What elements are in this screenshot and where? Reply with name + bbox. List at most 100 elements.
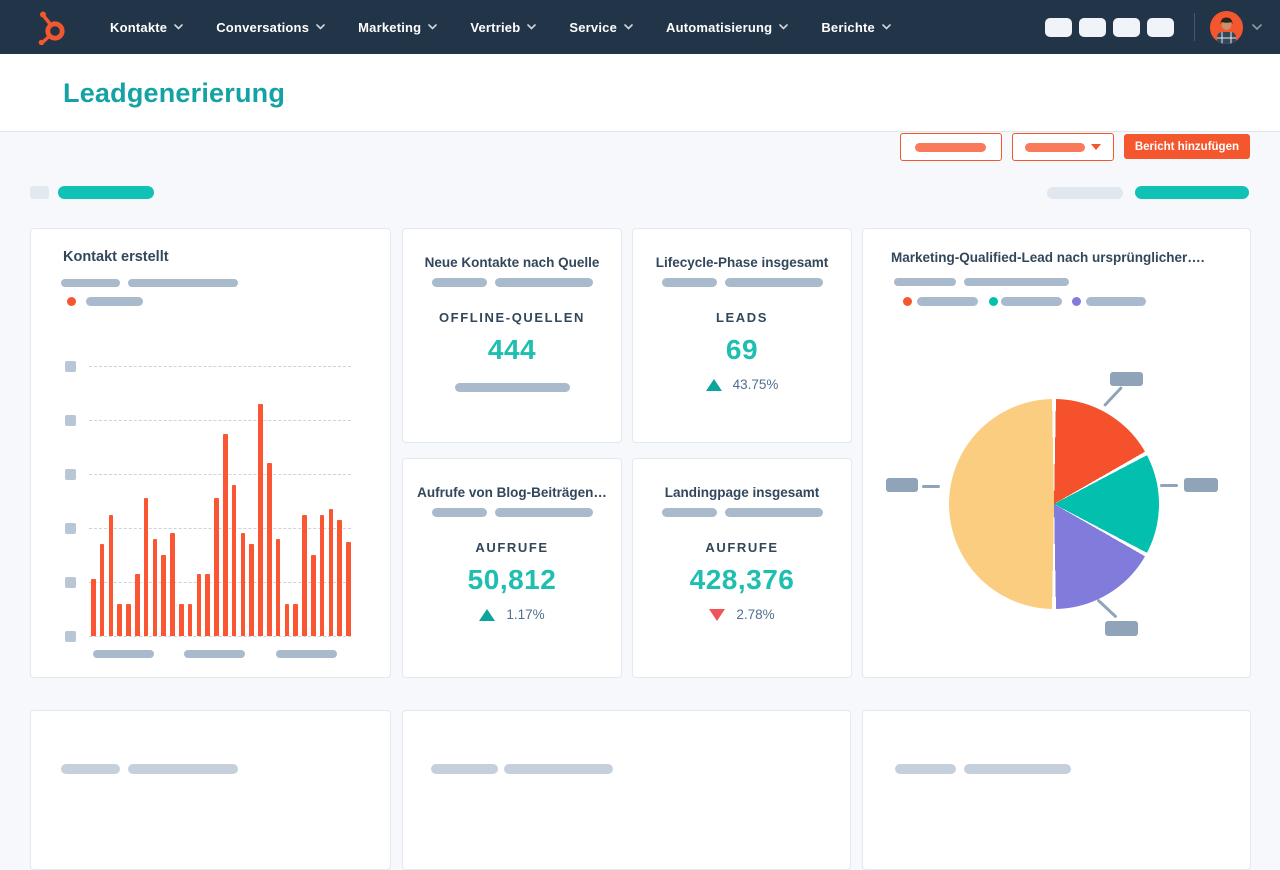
pie-chart[interactable] [949,399,1159,609]
gridline [89,528,351,529]
nav-utilities [1038,10,1262,44]
y-tick-label-placeholder [65,523,76,534]
bar[interactable] [179,603,184,636]
bar-chart[interactable] [65,361,351,642]
nav-tool-placeholder-2[interactable] [1079,17,1106,37]
legend-label-placeholder [917,297,978,306]
bar[interactable] [249,544,254,636]
bar[interactable] [302,514,307,636]
bar[interactable] [143,498,149,636]
report-card-partial [402,710,851,870]
bar[interactable] [337,519,342,636]
metric-label: AUFRUFE [705,540,779,555]
report-title[interactable]: Landingpage insgesamt [664,485,820,500]
chevron-down-icon[interactable] [1252,23,1262,31]
nav-item-automatisierung[interactable]: Automatisierung [666,19,789,35]
subtitle-placeholders [661,508,823,517]
kpi-card-new-contacts: Neue Kontakte nach Quelle OFFLINE-QUELLE… [402,228,622,443]
toolbar-icon-placeholder[interactable] [30,186,49,199]
gridline [89,420,351,421]
delta-indicator: 43.75% [705,377,778,392]
bar[interactable] [284,603,290,636]
bar[interactable] [346,541,351,636]
button-label-placeholder [1024,142,1085,152]
bar[interactable] [196,573,202,636]
bar[interactable] [161,555,166,636]
metric-label: AUFRUFE [475,540,549,555]
bar[interactable] [293,603,298,636]
delta-value: 1.17% [506,607,545,622]
add-report-button[interactable]: Bericht hinzufügen [1123,134,1250,159]
nav-tool-placeholder-3[interactable] [1113,17,1140,37]
legend-label-placeholder [1001,297,1062,306]
bar[interactable] [99,544,105,636]
bar[interactable] [152,538,158,636]
nav-tool-placeholder-4[interactable] [1147,17,1174,37]
nav-item-service[interactable]: Service [569,20,633,35]
subtitle-placeholder [128,764,238,774]
arrow-up-icon [705,378,722,391]
nav-menu: Kontakte Conversations Marketing Vertrie… [110,20,891,35]
report-title[interactable]: Lifecycle-Phase insgesamt [655,255,829,270]
bar[interactable] [205,573,210,636]
kpi-card-lifecycle: Lifecycle-Phase insgesamt LEADS 69 43.75… [632,228,852,443]
report-title[interactable]: Aufrufe von Blog-Beiträgen… [417,485,607,500]
bar-chart-card: Kontakt erstellt [30,228,391,678]
nav-item-label: Conversations [216,19,310,35]
delta-value: 2.78% [736,607,775,622]
nav-item-kontakte[interactable]: Kontakte [110,20,184,35]
arrow-down-icon [709,608,726,621]
bar[interactable] [231,484,237,636]
bar[interactable] [126,603,131,636]
toolbar-placeholder-right-gray[interactable] [1047,187,1123,199]
caret-down-icon [1090,144,1101,150]
dashboard-filter-placeholder-left[interactable] [58,186,154,199]
nav-item-label: Berichte [821,19,875,35]
bar[interactable] [240,533,246,636]
top-navigation: Kontakte Conversations Marketing Vertrie… [0,0,1280,54]
bar[interactable] [223,433,228,636]
legend-dot [903,297,912,306]
nav-item-label: Service [569,19,618,35]
bar[interactable] [170,533,175,636]
pie-callout-placeholder [1105,621,1138,636]
nav-item-berichte[interactable]: Berichte [821,20,891,35]
bar[interactable] [135,573,140,636]
subtitle-placeholder [894,278,956,286]
dashboard-filter-placeholder-right[interactable] [1135,186,1249,199]
hubspot-logo-icon[interactable] [36,9,66,45]
pie-leader-line [922,485,940,488]
button-label-placeholder [915,142,987,152]
bar[interactable] [214,498,219,636]
delta-indicator: 2.78% [709,607,775,622]
bar[interactable] [117,603,122,636]
nav-item-marketing[interactable]: Marketing [358,20,438,35]
bar[interactable] [311,555,316,636]
bar[interactable] [108,514,114,636]
bar[interactable] [319,514,325,636]
gridline [89,474,351,475]
report-title[interactable]: Kontakt erstellt [63,249,169,265]
bar[interactable] [187,603,193,636]
nav-item-label: Automatisierung [666,19,773,35]
chevron-down-icon [779,24,789,30]
dashboard-action-button-1[interactable] [899,133,1002,161]
nav-item-conversations[interactable]: Conversations [216,20,325,35]
bar[interactable] [258,403,263,636]
report-title[interactable]: Marketing-Qualified-Lead nach ursprüngli… [891,250,1205,265]
report-title[interactable]: Neue Kontakte nach Quelle [424,255,600,270]
bar[interactable] [275,538,281,636]
nav-item-vertrieb[interactable]: Vertrieb [470,20,537,35]
subtitle-placeholder [504,764,613,774]
header-actions: Bericht hinzufügen [899,133,1250,161]
bar[interactable] [328,509,334,636]
nav-tool-placeholder-1[interactable] [1045,17,1072,37]
chevron-down-icon [428,24,438,30]
delta-indicator: 1.17% [479,607,545,622]
bar[interactable] [267,463,272,636]
user-avatar[interactable] [1210,10,1243,44]
dashboard-action-dropdown[interactable] [1011,133,1114,161]
metric-value: 444 [487,334,537,365]
bar[interactable] [91,579,96,636]
subtitle-placeholders [661,278,823,287]
